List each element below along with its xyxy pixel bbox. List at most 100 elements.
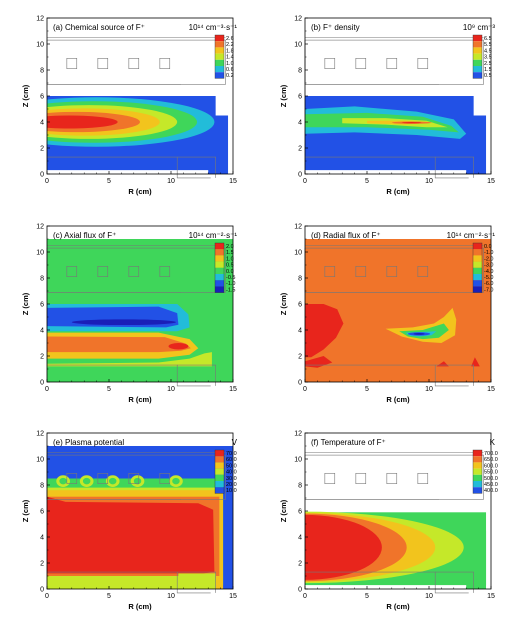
coil-3 <box>386 472 398 484</box>
substrate-outline <box>305 364 469 387</box>
coil-housing <box>304 454 484 500</box>
colorbar-swatch <box>215 468 224 475</box>
colorbar-label: 60.0 <box>226 457 237 463</box>
coil-2 <box>97 57 109 69</box>
colorbar-label: 650.0 <box>484 457 498 463</box>
coil-1 <box>324 57 336 69</box>
colorbar-label: 400.0 <box>484 488 498 494</box>
x-tick-label: 5 <box>365 178 369 185</box>
x-tick-label: 15 <box>487 178 495 185</box>
y-axis-label: Z (cm) <box>21 292 30 315</box>
y-tick-label: 8 <box>298 68 302 75</box>
colorbar-swatch <box>473 468 482 475</box>
x-tick-label: 0 <box>303 386 307 393</box>
colorbar: 6.55.54.53.52.51.50.5 <box>472 34 492 79</box>
x-axis-label: R (cm) <box>386 602 410 611</box>
colorbar-label: 700.0 <box>484 451 498 457</box>
coil-bump-core-4 <box>133 477 142 485</box>
x-tick-label: 15 <box>229 386 237 393</box>
colorbar-swatch <box>215 261 224 268</box>
colorbar-label: 1.5 <box>226 250 234 256</box>
y-tick-label: 8 <box>40 68 44 75</box>
coil-2 <box>97 265 109 277</box>
panel-d: 0 5 10 15 0 2 4 6 8 10 12 R (cm) Z (cm) (d) Radial fl… <box>279 224 495 405</box>
colorbar-frame <box>472 449 483 494</box>
colorbar-unit: 10¹⁴ cm⁻²·s⁻¹ <box>447 231 496 240</box>
contour-2.0 <box>168 343 189 350</box>
y-tick-label: 6 <box>298 94 302 101</box>
x-axis-label: R (cm) <box>128 187 152 196</box>
y-tick-label: 4 <box>40 535 44 542</box>
colorbar-label: 0.6 <box>226 67 234 73</box>
x-tick-label: 10 <box>167 178 175 185</box>
x-tick-label: 0 <box>45 593 49 600</box>
x-axis-label: R (cm) <box>128 602 152 611</box>
coil-3 <box>128 472 140 484</box>
y-tick-label: 12 <box>294 431 302 438</box>
colorbar-swatch <box>473 66 482 73</box>
colorbar-swatch <box>215 487 224 494</box>
colorbar-swatch <box>215 474 224 481</box>
panel-b: 0 5 10 15 0 2 4 6 8 10 12 R (cm) Z (cm) (b) F⁺ densit… <box>279 16 495 197</box>
x-tick-label: 5 <box>107 593 111 600</box>
coil-4 <box>417 57 429 69</box>
colorbar-label: 550.0 <box>484 470 498 476</box>
y-tick-label: 8 <box>298 276 302 283</box>
colorbar-swatch <box>473 274 482 281</box>
y-tick-label: 6 <box>40 509 44 516</box>
colorbar-swatch <box>473 47 482 54</box>
colorbar-label: 0.0 <box>484 244 492 250</box>
coil-1 <box>66 57 78 69</box>
x-tick-label: 5 <box>365 593 369 600</box>
y-tick-label: 2 <box>298 354 302 361</box>
colorbar-label: 2.2 <box>226 42 234 48</box>
y-tick-label: 8 <box>298 483 302 490</box>
colorbar-label: -3.0 <box>484 263 493 269</box>
y-tick-label: 12 <box>294 16 302 23</box>
contour-2.6 <box>47 115 118 129</box>
field <box>47 239 233 382</box>
contour-0.0-edge <box>471 357 480 367</box>
colorbar-swatch <box>473 243 482 250</box>
colorbar-label: 1.0 <box>226 61 234 67</box>
substrate-outline <box>305 571 469 594</box>
panel-title: (b) F⁺ density <box>311 23 360 32</box>
y-axis-label: Z (cm) <box>279 292 288 315</box>
y-tick-label: 6 <box>40 94 44 101</box>
y-tick-label: 4 <box>298 328 302 335</box>
x-tick-label: 15 <box>487 593 495 600</box>
contour-450.0-edge <box>466 530 487 589</box>
colorbar-label: 20.0 <box>226 482 237 488</box>
coil-1 <box>324 472 336 484</box>
colorbar-swatch <box>215 243 224 250</box>
panel-title: (a) Chemical source of F⁺ <box>53 23 145 32</box>
field <box>305 239 491 382</box>
colorbar-label: -1.0 <box>226 281 235 287</box>
colorbar-frame <box>472 34 483 79</box>
x-tick-label: 10 <box>425 178 433 185</box>
y-tick-label: 0 <box>40 587 44 594</box>
colorbar-label: 6.5 <box>484 36 492 42</box>
colorbar-swatch <box>473 487 482 494</box>
y-tick-label: 6 <box>298 509 302 516</box>
pedestal-outline <box>435 156 474 178</box>
contour-0.5 <box>47 352 212 367</box>
colorbar: 2.01.51.00.50.0-0.5-1.0-1.5 <box>214 242 235 293</box>
y-tick-label: 10 <box>294 42 302 49</box>
y-tick-label: 2 <box>40 561 44 568</box>
y-tick-label: 8 <box>40 483 44 490</box>
colorbar-swatch <box>473 249 482 256</box>
x-tick-label: 0 <box>303 593 307 600</box>
contour-1.5 <box>47 336 191 353</box>
y-tick-label: 4 <box>298 535 302 542</box>
colorbar: 2.62.21.81.41.00.60.2 <box>214 34 234 79</box>
substrate-outline <box>47 364 211 387</box>
panel-a: 0 5 10 15 0 2 4 6 8 10 12 R (cm) Z (cm) (a) Chemical … <box>21 16 237 197</box>
colorbar-frame <box>214 449 225 494</box>
x-tick-label: 0 <box>303 178 307 185</box>
colorbar-label: 1.0 <box>226 256 234 262</box>
colorbar-swatch <box>215 274 224 281</box>
colorbar-label: 0.5 <box>226 263 234 269</box>
x-tick-label: 15 <box>229 593 237 600</box>
y-tick-label: 2 <box>298 561 302 568</box>
